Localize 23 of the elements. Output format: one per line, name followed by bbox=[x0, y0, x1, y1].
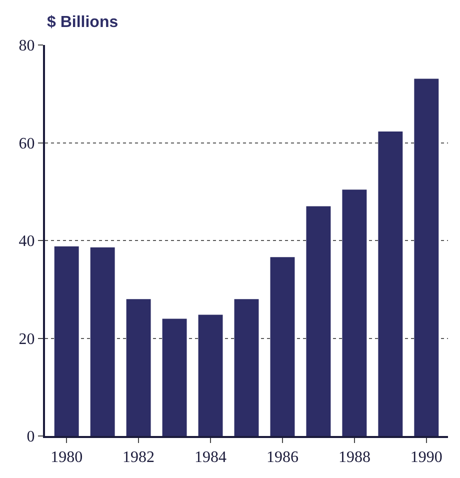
y-axis-title: $ Billions bbox=[47, 14, 118, 31]
x-tick-label: 1986 bbox=[266, 449, 298, 466]
x-tick-label: 1984 bbox=[194, 449, 227, 466]
bar bbox=[306, 206, 331, 436]
y-tick-label: 20 bbox=[18, 330, 35, 348]
bar bbox=[198, 314, 223, 436]
bar bbox=[126, 299, 151, 436]
y-tick-label: 0 bbox=[26, 428, 35, 446]
x-tick-label: 1988 bbox=[338, 449, 370, 466]
x-tick-label: 1990 bbox=[410, 449, 442, 466]
x-tick-label: 1982 bbox=[122, 449, 155, 466]
bar bbox=[378, 132, 403, 436]
bar bbox=[342, 190, 367, 436]
bar bbox=[234, 299, 259, 436]
bar bbox=[54, 246, 79, 436]
bar bbox=[162, 318, 187, 436]
y-tick-label: 60 bbox=[18, 135, 35, 152]
x-tick-label: 1980 bbox=[50, 449, 83, 466]
bar bbox=[270, 257, 295, 436]
bar bbox=[90, 247, 115, 436]
bar bbox=[414, 78, 439, 436]
y-tick-label: 80 bbox=[18, 38, 35, 55]
y-tick-label: 40 bbox=[18, 233, 35, 250]
